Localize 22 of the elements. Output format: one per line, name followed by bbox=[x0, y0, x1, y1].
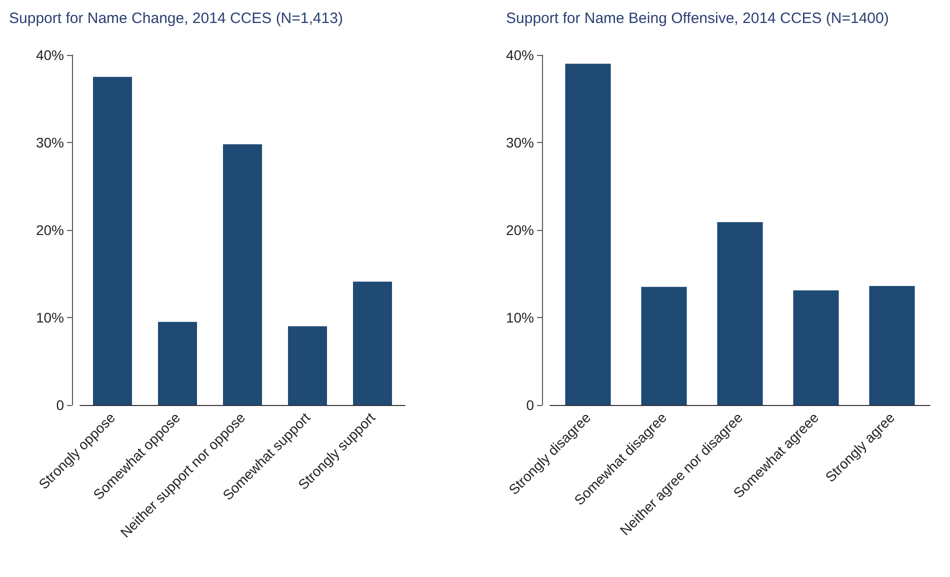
y-tick-label: 10% bbox=[506, 310, 534, 326]
bar bbox=[223, 144, 262, 405]
bar bbox=[717, 222, 763, 405]
bar bbox=[641, 286, 687, 405]
bar bbox=[288, 326, 327, 405]
y-tick-label: 10% bbox=[36, 310, 64, 326]
bar bbox=[869, 286, 915, 405]
bar bbox=[793, 290, 839, 405]
y-tick-label: 30% bbox=[36, 134, 64, 150]
y-tick-label: 20% bbox=[36, 222, 64, 238]
y-tick-label: 40% bbox=[36, 47, 64, 63]
chart-title: Support for Name Change, 2014 CCES (N=1,413) bbox=[9, 10, 343, 27]
y-tick-label: 0 bbox=[56, 397, 64, 413]
bar bbox=[93, 76, 132, 405]
bar bbox=[353, 282, 392, 405]
y-tick-label: 40% bbox=[506, 47, 534, 63]
y-tick-label: 20% bbox=[506, 222, 534, 238]
chart-title: Support for Name Being Offensive, 2014 CCES (N=1400) bbox=[506, 10, 889, 27]
y-tick-label: 30% bbox=[506, 134, 534, 150]
y-tick-label: 0 bbox=[526, 397, 534, 413]
bar bbox=[158, 322, 197, 405]
bar bbox=[565, 64, 611, 405]
